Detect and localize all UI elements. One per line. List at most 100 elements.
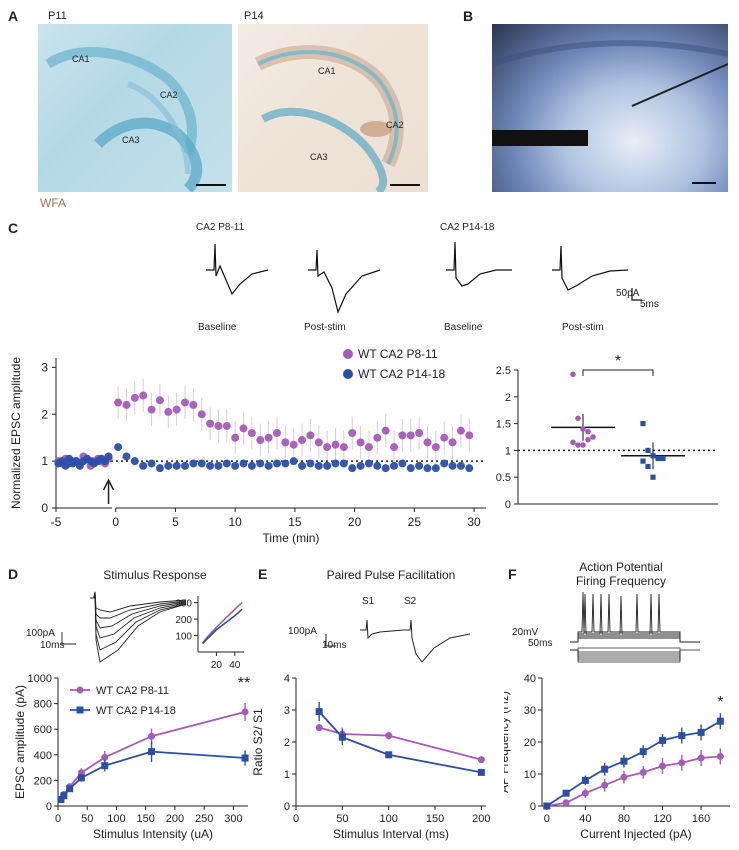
data-point bbox=[130, 393, 139, 402]
y-tick-label: 0 bbox=[284, 801, 290, 813]
data-point bbox=[620, 757, 628, 765]
example-traces bbox=[206, 241, 642, 314]
data-point bbox=[590, 434, 596, 440]
data-point bbox=[585, 428, 591, 435]
data-point bbox=[385, 751, 393, 759]
x-tick-label: -5 bbox=[51, 515, 62, 529]
data-point bbox=[415, 461, 424, 470]
data-point bbox=[147, 459, 156, 468]
data-point bbox=[339, 459, 348, 468]
data-point bbox=[130, 457, 139, 466]
data-point bbox=[570, 371, 576, 378]
data-point bbox=[139, 461, 148, 470]
ca1-label: CA1 bbox=[72, 54, 90, 64]
x-tick-label: 200 bbox=[166, 813, 184, 825]
e-scale-pa: 100pA bbox=[288, 626, 317, 637]
f-title-line1: Action Potential bbox=[579, 560, 663, 574]
ca2-label-p14: CA2 bbox=[386, 120, 404, 130]
d-traces bbox=[61, 591, 187, 663]
data-point bbox=[104, 452, 113, 461]
f-scale-ms: 50ms bbox=[528, 638, 553, 649]
d-title: Stimulus Response bbox=[103, 568, 207, 582]
x-tick-label: 10 bbox=[228, 515, 242, 529]
data-point bbox=[298, 461, 307, 470]
scale-bar-b bbox=[692, 182, 716, 184]
data-point bbox=[477, 768, 485, 776]
data-point bbox=[448, 438, 457, 447]
data-point bbox=[214, 421, 223, 430]
data-point bbox=[440, 459, 449, 468]
data-point bbox=[697, 728, 705, 736]
data-point bbox=[406, 464, 415, 473]
data-point bbox=[172, 405, 181, 414]
data-point bbox=[101, 762, 109, 770]
y-tick-label: 300 bbox=[175, 599, 192, 610]
series-line bbox=[318, 726, 482, 761]
series-line bbox=[546, 720, 721, 807]
y-tick-label: 600 bbox=[34, 724, 52, 736]
data-point bbox=[323, 461, 332, 470]
trace-p8-baseline bbox=[206, 243, 269, 296]
data-point bbox=[247, 461, 256, 470]
trace-p14-post bbox=[552, 245, 629, 291]
trace-p8-post bbox=[308, 249, 381, 314]
series-line bbox=[318, 710, 482, 774]
y-tick-label: 3 bbox=[41, 360, 48, 374]
data-point bbox=[148, 732, 156, 740]
f-title-line2: Firing Frequency bbox=[575, 574, 667, 588]
data-point bbox=[660, 455, 666, 462]
y-tick-label: 40 bbox=[524, 673, 536, 685]
trace-label-p8-baseline: Baseline bbox=[198, 322, 237, 333]
x-tick-label: 50 bbox=[81, 813, 93, 825]
data-point bbox=[562, 789, 570, 797]
slice-photo bbox=[492, 24, 728, 192]
data-point bbox=[197, 459, 206, 468]
data-point bbox=[197, 410, 206, 419]
x-tick-label: 150 bbox=[137, 813, 155, 825]
data-point bbox=[364, 443, 373, 452]
data-point bbox=[465, 431, 474, 440]
data-point bbox=[306, 459, 315, 468]
data-point bbox=[645, 463, 651, 470]
data-point bbox=[256, 436, 265, 445]
x-axis-label: Stimulus Intensity (uA) bbox=[93, 827, 213, 841]
data-point bbox=[289, 457, 298, 466]
data-point bbox=[348, 429, 357, 437]
ca3-label-p14: CA3 bbox=[310, 152, 328, 162]
data-point bbox=[398, 459, 407, 468]
data-point bbox=[650, 453, 656, 459]
data-point bbox=[281, 438, 290, 447]
y-tick-label: 2.5 bbox=[496, 365, 511, 377]
x-tick-label: 0 bbox=[293, 813, 299, 825]
f-scale-mv: 20mV bbox=[512, 627, 539, 638]
data-point bbox=[189, 459, 198, 468]
p11-hippocampus-stain bbox=[45, 47, 203, 192]
data-point bbox=[214, 461, 223, 470]
data-point bbox=[423, 464, 432, 473]
data-point bbox=[172, 461, 181, 470]
data-point bbox=[601, 781, 609, 789]
data-point bbox=[289, 440, 298, 449]
legend-marker bbox=[76, 706, 84, 714]
data-point bbox=[114, 398, 123, 407]
y-tick-label: 2 bbox=[505, 392, 511, 404]
d-scale-pa: 100pA bbox=[26, 628, 55, 639]
x-tick-label: 200 bbox=[472, 813, 490, 825]
data-point bbox=[256, 459, 265, 468]
data-point bbox=[331, 440, 340, 449]
data-point bbox=[356, 461, 365, 470]
x-axis-label: Stimulus Interval (ms) bbox=[333, 827, 449, 841]
data-point bbox=[431, 443, 440, 452]
y-tick-label: 1 bbox=[41, 454, 48, 468]
data-point bbox=[640, 458, 646, 464]
data-point bbox=[659, 762, 667, 770]
ca3-label: CA3 bbox=[122, 135, 140, 145]
legend-label: WT CA2 P8-11 bbox=[96, 685, 169, 697]
y-tick-label: 2 bbox=[41, 407, 48, 421]
y-tick-label: 0.5 bbox=[496, 472, 511, 484]
data-point bbox=[155, 396, 164, 405]
data-point bbox=[575, 442, 581, 448]
trace-label-p8-post: Post-stim bbox=[304, 322, 346, 333]
data-point bbox=[247, 429, 256, 437]
data-point bbox=[306, 431, 315, 440]
